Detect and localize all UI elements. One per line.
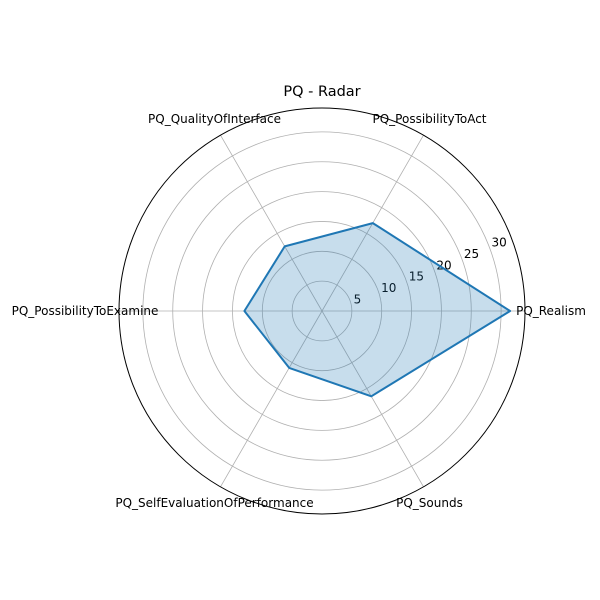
radial-tick-label: 5 xyxy=(354,293,362,307)
series-area xyxy=(244,223,511,397)
radial-tick-label: 25 xyxy=(464,247,479,261)
grid-layer xyxy=(118,107,526,515)
category-label: PQ_Sounds xyxy=(396,496,463,510)
category-label: PQ_PossibilityToExamine xyxy=(12,304,159,318)
spoke-line xyxy=(220,310,323,488)
grid-circle xyxy=(172,161,472,461)
spoke-line xyxy=(220,134,323,312)
grid-circle xyxy=(291,280,353,342)
grid-circle xyxy=(232,221,412,401)
category-label: PQ_PossibilityToAct xyxy=(372,112,486,126)
grid-circle xyxy=(142,131,502,491)
category-labels: PQ_Realism PQ_PossibilityToAct PQ_QualityO… xyxy=(12,112,586,510)
radial-tick-label: 15 xyxy=(409,270,424,284)
chart-title: PQ - Radar xyxy=(283,84,360,100)
radial-tick-labels: 5 10 15 20 25 30 xyxy=(354,235,507,306)
series-line xyxy=(243,222,512,398)
category-label: PQ_Realism xyxy=(516,304,586,318)
series-layer xyxy=(243,222,512,398)
radial-tick-label: 30 xyxy=(491,235,506,249)
grid-circle xyxy=(202,191,442,431)
radial-tick-label: 10 xyxy=(381,281,396,295)
outer-frame xyxy=(118,107,526,515)
radial-tick-label: 20 xyxy=(436,258,451,272)
category-label: PQ_SelfEvaluationOfPerformance xyxy=(115,496,313,510)
spoke-line xyxy=(321,310,424,488)
category-label: PQ_QualityOfInterface xyxy=(148,112,281,126)
grid-circle xyxy=(261,250,383,372)
